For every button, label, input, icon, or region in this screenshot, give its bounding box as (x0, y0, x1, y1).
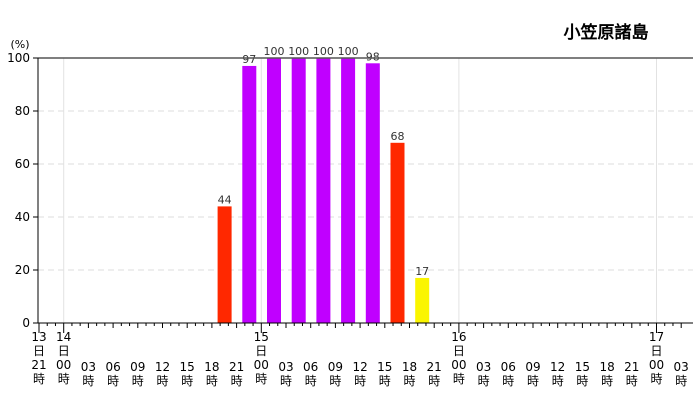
x-tick-label: 15 時 (575, 360, 590, 388)
x-tick-label: 14 日 00 時 (56, 330, 71, 386)
y-tick-label: 60 (15, 157, 30, 171)
y-tick-label: 100 (7, 51, 30, 65)
x-tick-label: 18 時 (402, 360, 417, 388)
gridlines (38, 58, 693, 323)
x-tick-labels: 13 日 21 時 14 日 00 時 03 時 06 時 09 時 12 時 15 時 18 時 21 時 15 日 00 時 0… (31, 330, 688, 388)
x-tick-label: 06 時 (105, 360, 120, 388)
y-tick-label: 0 (22, 316, 30, 330)
y-tick-label: 80 (15, 104, 30, 118)
x-tick-label: 13 日 21 時 (31, 330, 46, 386)
x-tick-label: 15 日 00 時 (254, 330, 269, 386)
x-tick-label: 18 時 (599, 360, 614, 388)
x-tick-label: 03 時 (278, 360, 293, 388)
bar (267, 58, 281, 323)
x-tick-label: 17 日 00 時 (649, 330, 664, 386)
y-tick-label: 20 (15, 263, 30, 277)
x-tick-label: 18 時 (204, 360, 219, 388)
x-tick-label: 09 時 (525, 360, 540, 388)
chart-title: 小笠原諸島 (564, 22, 649, 43)
x-tick-label: 12 時 (352, 360, 367, 388)
x-tick-label: 09 時 (130, 360, 145, 388)
x-tick-label: 16 日 00 時 (451, 330, 466, 386)
data-label: 44 (218, 193, 232, 206)
data-label: 100 (313, 45, 334, 58)
x-tick-label: 06 時 (501, 360, 516, 388)
x-tick-label: 09 時 (328, 360, 343, 388)
y-tick-label: 40 (15, 210, 30, 224)
x-tick-label: 03 時 (674, 360, 689, 388)
x-tick-label: 15 時 (180, 360, 195, 388)
x-tick-label: 21 時 (427, 360, 442, 388)
bar (390, 142, 405, 323)
x-tick-label: 21 時 (624, 360, 639, 388)
x-tick-label: 21 時 (229, 360, 244, 388)
x-tick-label: 06 時 (303, 360, 318, 388)
bars (217, 58, 430, 324)
bar (291, 58, 306, 323)
bar (341, 58, 356, 323)
y-unit-label: (%) (10, 38, 29, 51)
x-tick-label: 03 時 (476, 360, 491, 388)
bar (365, 63, 380, 324)
data-label: 68 (391, 130, 405, 143)
data-label: 100 (338, 45, 359, 58)
bar (415, 277, 430, 323)
data-label: 97 (242, 53, 256, 66)
data-label: 98 (366, 50, 380, 63)
y-tick-labels: 0 20 40 60 80 100 (7, 51, 30, 330)
data-label: 100 (288, 45, 309, 58)
data-label: 17 (415, 265, 429, 278)
bar (217, 206, 232, 323)
bar (316, 58, 331, 323)
x-tick-label: 03 時 (81, 360, 96, 388)
data-label: 100 (264, 45, 285, 58)
x-tick-label: 12 時 (550, 360, 565, 388)
x-tick-label: 12 時 (155, 360, 170, 388)
x-tick-label: 15 時 (377, 360, 392, 388)
axes (33, 57, 693, 333)
bar (242, 65, 257, 323)
